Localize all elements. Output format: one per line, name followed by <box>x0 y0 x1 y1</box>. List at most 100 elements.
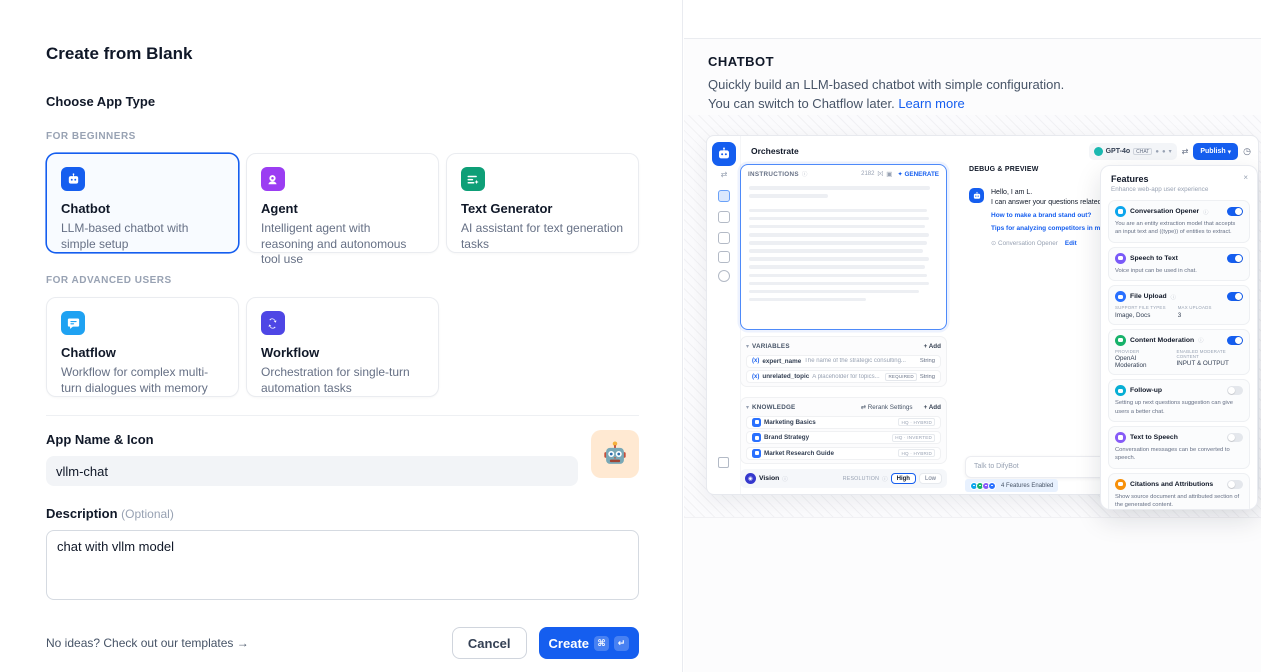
feature-item-conversation-opener: Conversation Opener ⓘ You are an entity e… <box>1108 200 1250 243</box>
dataset-icon <box>752 433 761 442</box>
preview-illustration-area: ⇄ Orchestrate GPT-4o CHAT ● ● ▾ ⇄ <box>684 115 1261 518</box>
card-desc: Intelligent agent with reasoning and aut… <box>260 221 407 267</box>
variables-panel: ▾ VARIABLES + Add (x) expert_name The na… <box>740 336 947 387</box>
toggle <box>1227 292 1243 302</box>
knowledge-row: Market Research Guide HQ · HYBRID <box>746 446 941 460</box>
knowledge-panel: ▾ KNOWLEDGE ⇄ Rerank Settings + Add Mark… <box>740 397 947 464</box>
speech-to-text-icon <box>1115 252 1126 264</box>
app-type-card-text-generator[interactable]: Text Generator AI assistant for text gen… <box>445 153 639 253</box>
info-icon: ⓘ <box>882 476 888 483</box>
mock-dock-icon <box>718 457 729 468</box>
copy-icon: ▣ <box>886 171 893 178</box>
resolution-low-option: Low <box>918 473 942 484</box>
bot-avatar <box>969 188 984 203</box>
advanced-cards-row: Chatflow Workflow for complex multi-turn… <box>46 297 639 397</box>
workflow-icon <box>260 311 285 335</box>
vision-icon: ◉ <box>745 473 756 484</box>
mock-nav-orchestrate-icon <box>718 190 730 202</box>
knowledge-row: Brand Strategy HQ · INVERTED <box>746 431 941 444</box>
instructions-skeleton-text <box>741 181 946 311</box>
toggle <box>1227 479 1243 489</box>
conversation-opener-icon <box>1115 206 1126 217</box>
vision-setting-row: ◉ Vision ⓘ RESOLUTION ⓘ High Low <box>740 469 947 488</box>
info-icon: ⓘ <box>1198 338 1204 345</box>
toggle <box>1227 386 1243 396</box>
tune-icon: ⇄ <box>1181 147 1189 156</box>
mock-nav-preview-icon <box>718 211 730 223</box>
features-card: Features × Enhance web-app user experien… <box>1100 165 1258 510</box>
text-to-speech-icon <box>1115 431 1126 443</box>
app-type-card-chatflow[interactable]: Chatflow Workflow for complex multi-turn… <box>46 297 239 397</box>
dataset-icon <box>752 448 761 458</box>
chatbot-icon <box>61 167 85 191</box>
sparkle-icon: ✦ <box>897 170 903 178</box>
add-variable-button: + Add <box>923 342 941 350</box>
variable-insert-icon: [x] <box>877 171 884 177</box>
blurb-text: Quickly build an LLM-based chatbot with … <box>708 77 1065 111</box>
rerank-settings-label: Rerank Settings <box>867 403 913 411</box>
description-field: Description (Optional) chat with vllm mo… <box>46 506 639 600</box>
rerank-icon: ⇄ <box>860 403 866 411</box>
instructions-panel: INSTRUCTIONS ⓘ 2182 [x] ▣ ✦ GENERATE <box>740 164 947 330</box>
card-title: Agent <box>260 201 298 216</box>
description-optional-label: (Optional) <box>121 507 174 521</box>
feature-item-citations: Citations and Attributions Show source d… <box>1108 472 1250 509</box>
features-enabled-bar: 4 Features Enabled <box>965 479 1059 492</box>
index-mode-badge: HQ · HYBRID <box>898 418 935 426</box>
knowledge-row: Marketing Basics HQ · HYBRID <box>746 415 941 429</box>
follow-up-icon <box>1115 385 1126 397</box>
description-label: Description <box>46 506 118 521</box>
opener-bullet-icon: ⊙ <box>991 239 997 247</box>
preview-panel-header-strip <box>684 0 1261 39</box>
debug-preview-title: DEBUG & PREVIEW <box>969 166 1039 173</box>
app-type-card-chatbot[interactable]: Chatbot LLM-based chatbot with simple se… <box>46 153 239 253</box>
app-name-input[interactable] <box>46 456 578 486</box>
app-icon-picker[interactable] <box>591 430 639 478</box>
add-knowledge-button: + Add <box>923 403 941 411</box>
toggle <box>1227 432 1243 442</box>
card-title: Chatbot <box>61 201 111 216</box>
model-selector: GPT-4o CHAT ● ● ▾ <box>1088 143 1177 160</box>
chevron-down-icon: ▾ <box>1227 148 1232 156</box>
model-mode-badge: CHAT <box>1133 148 1153 155</box>
generate-button-label: GENERATE <box>904 170 939 178</box>
features-title: Features <box>1111 174 1149 184</box>
chevron-down-icon: ▾ <box>1168 149 1172 155</box>
page-title: Create from Blank <box>46 44 193 63</box>
app-type-card-agent[interactable]: Agent Intelligent agent with reasoning a… <box>245 153 439 266</box>
section-divider <box>46 415 639 416</box>
variable-row: (x) expert_name The name of the strategi… <box>746 354 941 368</box>
card-desc: AI assistant for text generation tasks <box>460 221 624 251</box>
templates-link[interactable]: No ideas? Check out our templates → <box>46 636 249 650</box>
feature-dot-icon <box>988 481 996 490</box>
description-textarea[interactable]: chat with vllm model <box>46 530 639 600</box>
toggle <box>1227 253 1243 263</box>
mock-nav-annotations-icon <box>718 251 730 263</box>
create-button[interactable]: Create ⌘ ↵ <box>538 627 639 659</box>
caret-down-icon: ▾ <box>746 404 750 411</box>
features-subtitle: Enhance web-app user experience <box>1111 186 1209 193</box>
close-icon: × <box>1243 173 1248 182</box>
cancel-button[interactable]: Cancel <box>451 627 527 659</box>
robot-emoji-icon <box>600 439 630 469</box>
content-moderation-icon <box>1115 334 1126 346</box>
feature-item-text-to-speech: Text to Speech Conversation messages can… <box>1108 425 1250 469</box>
learn-more-link[interactable]: Learn more <box>898 95 965 111</box>
resolution-high-option: High <box>890 473 916 484</box>
variable-icon: (x) <box>752 373 760 380</box>
toggle <box>1227 207 1243 216</box>
create-app-dialog: Create from Blank Choose App Type FOR BE… <box>46 0 683 672</box>
required-badge: REQUIRED <box>885 372 917 381</box>
model-name: GPT-4o <box>1105 148 1131 155</box>
variables-title: VARIABLES <box>752 342 790 350</box>
blurb-heading: CHATBOT <box>708 54 775 69</box>
vision-capability-icon: ● <box>1162 148 1166 155</box>
history-icon: ◷ <box>1243 146 1251 156</box>
group-label-beginners: FOR BEGINNERS <box>46 131 136 142</box>
card-desc: Workflow for complex multi-turn dialogue… <box>61 365 209 395</box>
info-icon: ⓘ <box>801 172 808 178</box>
preview-panel: CHATBOT Quickly build an LLM-based chatb… <box>684 0 1261 672</box>
info-icon: ⓘ <box>1170 294 1176 301</box>
app-type-card-workflow[interactable]: Workflow Orchestration for single-turn a… <box>245 297 439 397</box>
mic-capability-icon: ● <box>1155 148 1159 155</box>
